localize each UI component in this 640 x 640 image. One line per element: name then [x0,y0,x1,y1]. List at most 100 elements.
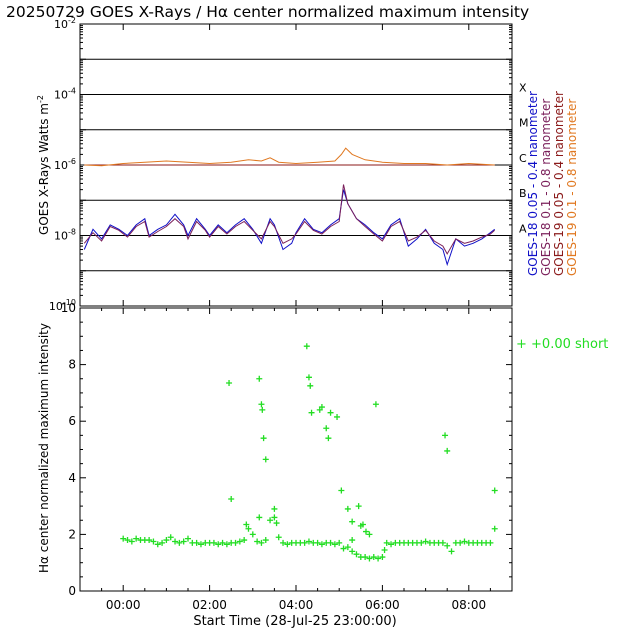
data-point [167,534,174,541]
x-tick-label: 06:00 [365,598,400,612]
data-point [383,539,390,546]
legend-entry: GOES-19 0.05 - 0.4 nanometer [552,91,566,276]
data-point [314,539,321,546]
data-point [372,401,379,408]
page-title: 20250729 GOES X-Rays / Hα center normali… [6,3,529,21]
data-point [353,551,360,558]
data-point [267,517,274,524]
data-point [349,537,356,544]
data-point [357,522,364,529]
x-tick-label: 04:00 [279,598,314,612]
data-point [262,537,269,544]
x-tick-label: 02:00 [192,598,227,612]
data-point [362,554,369,561]
data-point [124,537,131,544]
data-point [388,541,395,548]
data-point [215,541,222,548]
data-point [249,531,256,538]
y-tick-label: 10-6 [54,157,76,172]
data-point [366,531,373,538]
data-point [336,539,343,546]
data-point [236,538,243,545]
data-point [487,539,494,546]
data-point [256,514,263,521]
data-point [305,374,312,381]
data-point [241,537,248,544]
data-point [120,535,127,542]
y-tick-label: 10-4 [54,87,76,102]
xray-panel: 10-10 10-8 10-6 10-4 10-2 A B C M X GOES-18 0.05… [36,16,579,313]
data-point [444,447,451,454]
data-point [210,539,217,546]
data-point [370,554,377,561]
data-point [146,537,153,544]
data-point [197,541,204,548]
data-point [256,375,263,382]
data-point [262,456,269,463]
data-point [271,514,278,521]
data-point [223,541,230,548]
x-tick-label: 00:00 [106,598,141,612]
data-point [308,409,315,416]
data-point [442,432,449,439]
series-line [83,184,496,255]
data-point [280,539,287,546]
data-point [379,554,386,561]
series-line [84,147,495,167]
data-point [327,539,334,546]
data-point [439,539,446,546]
data-point [159,539,166,546]
data-point [258,401,265,408]
data-point [303,343,310,350]
legend: + +0.00 short [516,337,608,352]
data-point [327,409,334,416]
y-tick-label: 6 [68,414,76,428]
data-point [273,520,280,527]
data-point [355,503,362,510]
data-point [349,518,356,525]
data-point [307,382,314,389]
data-point [219,539,226,546]
legend-entry: + +0.00 short [516,337,608,352]
data-point [448,548,455,555]
y-tick-label: 8 [68,358,76,372]
data-point [362,528,369,535]
xray-y-axis-label: GOES X-Rays Watts m-2 [36,95,51,235]
class-label: M [519,117,529,130]
data-point [228,496,235,503]
y-tick-label: 0 [68,584,76,598]
data-point [275,534,282,541]
data-point [245,525,252,532]
y-tick-label: 2 [68,527,76,541]
y-tick-label: 10-8 [54,228,76,243]
y-tick-label: 10 [61,301,76,315]
class-label: A [519,222,527,235]
data-point [491,525,498,532]
data-point [461,538,468,545]
halpha-y-axis-label: Hα center normalized maximum intensity [37,323,51,573]
data-point [260,435,267,442]
class-label: X [519,81,527,94]
data-point [176,539,183,546]
data-point [340,545,347,552]
data-point [338,487,345,494]
data-point [258,539,265,546]
data-point [381,546,388,553]
data-point [444,542,451,549]
data-point [331,541,338,548]
data-point [344,544,351,551]
data-point [334,413,341,420]
data-point [180,538,187,545]
y-tick-label: 10-10 [49,298,76,313]
data-point [301,539,308,546]
data-point [366,555,373,562]
data-point [284,541,291,548]
data-point [193,539,200,546]
y-tick-label: 4 [68,471,76,485]
class-label: C [519,152,527,165]
data-point [318,404,325,411]
data-point [154,541,161,548]
data-point [185,535,191,542]
data-point [349,548,356,555]
